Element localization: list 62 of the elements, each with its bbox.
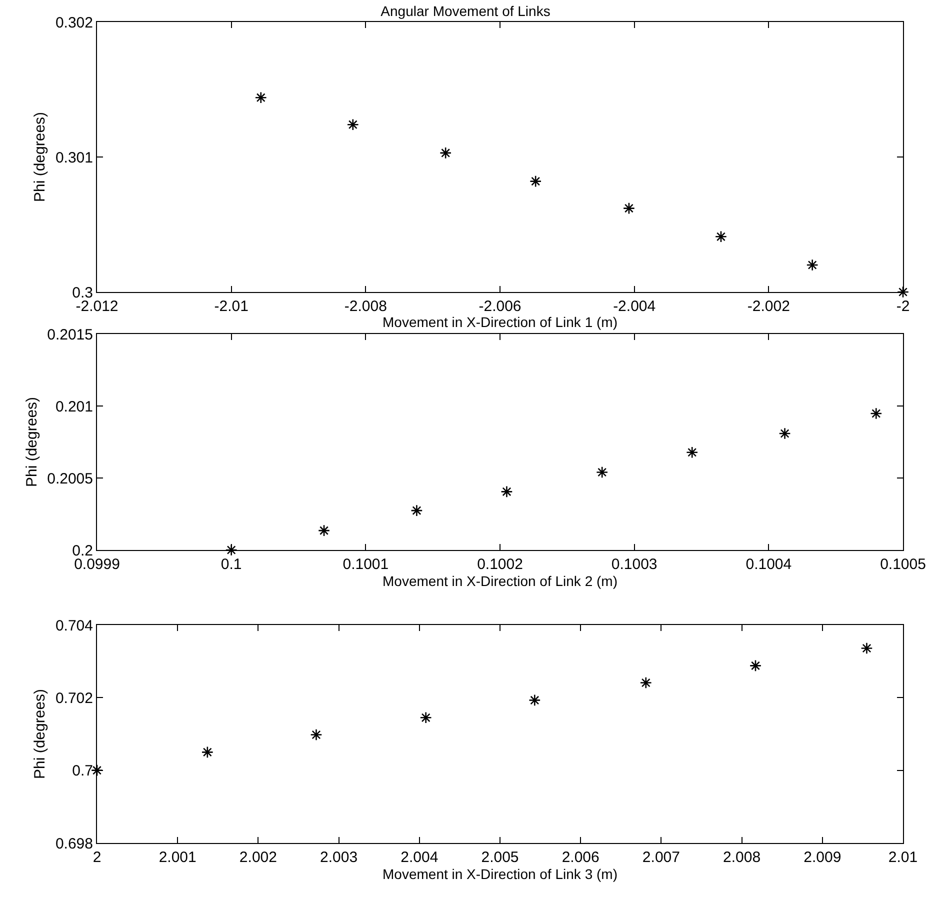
point [530, 175, 542, 188]
point [640, 676, 652, 689]
point [440, 146, 452, 159]
x-tick-label: 0.1005 [880, 556, 926, 573]
x-tick-label: -2.008 [344, 298, 387, 315]
point [500, 486, 513, 498]
x-tick-label: 0.1001 [342, 556, 389, 573]
point [346, 118, 359, 131]
point [310, 728, 322, 741]
point [420, 712, 432, 724]
point [201, 746, 214, 758]
point [254, 92, 267, 104]
y-tick-label: 0.2005 [47, 470, 93, 488]
x-tick-label: 2.002 [239, 849, 277, 866]
x-tick-label: -2 [896, 298, 910, 315]
y-axis-title: Phi (degrees) [23, 396, 40, 488]
point [410, 504, 423, 517]
x-axis-title: Movement in X-Direction of Link 1 (m) [382, 314, 618, 330]
x-tick-label: 0.1002 [477, 556, 523, 573]
point [318, 524, 330, 537]
x-axis-title: Movement in X-Direction of Link 2 (m) [382, 573, 618, 589]
point [870, 407, 882, 420]
x-tick-label: 0.1 [220, 556, 242, 573]
x-tick-label: 2.005 [481, 849, 519, 866]
x-tick-label: 2 [92, 849, 102, 866]
y-tick-label: 0.704 [55, 617, 93, 634]
x-tick-label: 2.003 [320, 849, 358, 866]
x-tick-label: 0.1004 [746, 556, 792, 573]
point [225, 544, 238, 556]
y-tick-label: 0.201 [55, 398, 93, 416]
point [896, 286, 910, 298]
y-tick-label: 0.702 [55, 690, 93, 707]
x-tick-label: 2.008 [723, 849, 761, 866]
point [749, 660, 762, 672]
x-tick-label: 2.006 [562, 849, 600, 866]
y-axis-title: Phi (degrees) [32, 112, 49, 202]
x-tick-label: 2.001 [158, 849, 196, 866]
x-tick-label: -2.01 [214, 298, 248, 315]
y-tick-label: 0.2015 [47, 326, 93, 344]
x-tick-label: -2.006 [478, 298, 522, 315]
point [686, 446, 698, 458]
x-tick-label: -2.002 [747, 298, 790, 315]
x-tick-label: -2.004 [613, 298, 656, 315]
point [714, 230, 728, 243]
point [528, 694, 541, 706]
point [622, 202, 636, 214]
x-tick-label: 2.01 [888, 849, 918, 866]
x-tick-label: 2.009 [804, 849, 842, 866]
point [860, 642, 873, 654]
y-tick-label: 0.7 [72, 762, 93, 780]
y-tick-label: 0.698 [55, 835, 93, 852]
x-tick-label: 0.1003 [611, 556, 658, 573]
x-axis-title: Movement in X-Direction of Link 3 (m) [382, 866, 618, 882]
x-tick-label: 2.004 [400, 849, 438, 866]
point [596, 466, 608, 478]
x-tick-label: 2.007 [642, 849, 680, 866]
y-axis-title: Phi (degrees) [32, 688, 49, 780]
chart-title: Angular Movement of Links [380, 2, 550, 19]
y-tick-label: 0.302 [55, 14, 93, 32]
point [806, 258, 818, 272]
point [778, 427, 791, 440]
y-tick-label: 0.301 [55, 149, 93, 166]
